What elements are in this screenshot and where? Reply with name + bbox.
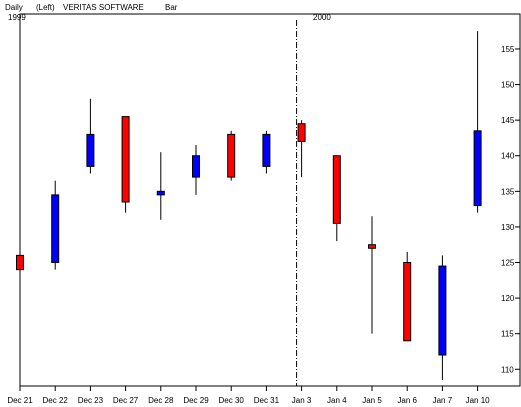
x-tick-label: Dec 31 [254, 396, 280, 405]
candle-body-up [86, 133, 95, 167]
y-tick-label: 115 [501, 330, 514, 339]
candle-body-up [262, 133, 271, 167]
candle-body-down [297, 123, 306, 142]
candle-body-up [473, 130, 482, 207]
header-scale-side: (Left) [36, 3, 55, 12]
y-tick-label: 135 [501, 187, 515, 196]
header-symbol-name: VERITAS SOFTWARE [63, 3, 144, 12]
candle-body-down [403, 262, 412, 342]
candle-body-down [368, 244, 376, 249]
x-tick-label: Dec 22 [43, 396, 69, 405]
y-tick-label: 110 [501, 365, 514, 374]
y-tick-label: 125 [501, 259, 515, 268]
x-tick-label: Jan 7 [433, 396, 453, 405]
y-tick-label: 150 [501, 81, 515, 90]
candle-body-down [121, 116, 130, 203]
header-period: Daily [5, 3, 23, 12]
y-tick-label: 120 [501, 294, 515, 303]
candle-body-down [227, 133, 236, 178]
x-tick-label: Jan 10 [466, 396, 491, 405]
x-tick-label: Jan 5 [362, 396, 382, 405]
x-tick-label: Dec 21 [7, 396, 33, 405]
x-tick-label: Dec 30 [219, 396, 245, 405]
y-tick-label: 140 [501, 152, 515, 161]
year-label-2000: 2000 [313, 13, 331, 22]
plot-frame [19, 13, 521, 387]
x-axis: Dec 21 Dec 22 Dec 23 Dec 27 Dec 28 Dec 29 Dec … [7, 386, 490, 405]
x-tick-label: Dec 23 [78, 396, 104, 405]
x-tick-label: Jan 4 [327, 396, 347, 405]
candle-body-up [51, 194, 60, 263]
candle-body-up [192, 155, 200, 178]
candle-body-up [438, 265, 447, 356]
x-tick-label: Jan 3 [292, 396, 312, 405]
x-tick-label: Dec 28 [148, 396, 174, 405]
header-chart-style: Bar [165, 3, 178, 12]
x-tick-label: Dec 27 [113, 396, 139, 405]
y-axis: 110 115 120 125 130 135 140 145 150 155 [501, 45, 520, 374]
candle-body-up [156, 190, 165, 196]
candles [16, 31, 482, 380]
x-tick-label: Dec 29 [183, 396, 209, 405]
x-tick-label: Jan 6 [397, 396, 417, 405]
year-label-1999: 1999 [8, 13, 26, 22]
y-tick-label: 130 [501, 223, 515, 232]
y-tick-label: 145 [501, 116, 515, 125]
y-tick-label: 155 [501, 45, 515, 54]
candle-body-down [332, 155, 341, 224]
candle-body-down [16, 254, 24, 271]
